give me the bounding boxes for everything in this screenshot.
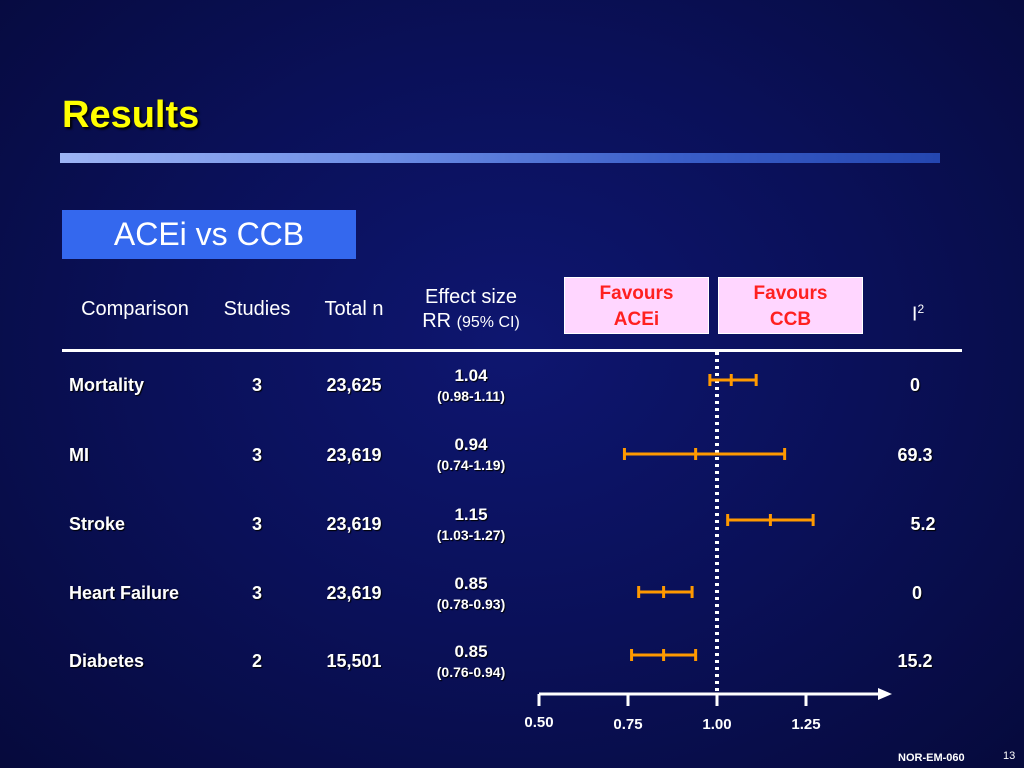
row-comparison: Heart Failure bbox=[69, 583, 180, 603]
header-effect-size-ci: (95% CI) bbox=[456, 314, 520, 331]
row-i2: 69.3 bbox=[897, 445, 933, 465]
header-i2-sup: 2 bbox=[917, 302, 925, 316]
header-i2-base: I bbox=[911, 303, 918, 326]
row-rr: 1.15 bbox=[454, 505, 488, 524]
header-effect-size-line2: RR (95% CI) bbox=[398, 309, 544, 335]
row-studies: 3 bbox=[251, 375, 262, 395]
header-total-n: Total n bbox=[324, 298, 384, 320]
row-rr: 0.85 bbox=[454, 642, 488, 661]
slide-title: Results bbox=[62, 94, 200, 136]
row-total-n: 23,625 bbox=[326, 375, 382, 395]
x-axis-tick-label: 0.50 bbox=[524, 714, 553, 731]
row-comparison: Mortality bbox=[69, 375, 145, 395]
row-comparison: Stroke bbox=[69, 514, 126, 534]
row-i2: 0 bbox=[909, 375, 920, 395]
row-studies: 3 bbox=[251, 445, 262, 465]
favours-acei-box: Favours ACEi bbox=[564, 277, 709, 334]
header-i2: I2 bbox=[890, 297, 946, 327]
header-studies: Studies bbox=[223, 298, 291, 320]
title-underline-bar bbox=[60, 153, 940, 163]
row-i2: 5.2 bbox=[910, 514, 936, 534]
row-studies: 3 bbox=[251, 583, 262, 603]
row-total-n: 23,619 bbox=[326, 445, 382, 465]
header-divider bbox=[62, 349, 962, 352]
row-rr: 1.04 bbox=[454, 366, 488, 385]
x-axis-tick-label: 0.75 bbox=[613, 716, 642, 733]
header-effect-size-line1: Effect size bbox=[425, 286, 517, 308]
row-ci: (0.74-1.19) bbox=[436, 457, 506, 473]
row-i2: 0 bbox=[911, 583, 922, 603]
footer-code: NOR-EM-060 bbox=[898, 752, 965, 764]
row-i2: 15.2 bbox=[897, 651, 933, 671]
page-number: 13 bbox=[1003, 750, 1016, 762]
row-total-n: 15,501 bbox=[326, 651, 382, 671]
favours-acei-line1: Favours bbox=[599, 283, 674, 304]
row-studies: 3 bbox=[251, 514, 262, 534]
favours-ccb-box: Favours CCB bbox=[718, 277, 863, 334]
row-ci: (0.78-0.93) bbox=[436, 596, 506, 612]
row-comparison: Diabetes bbox=[69, 651, 145, 671]
row-ci: (0.98-1.11) bbox=[437, 388, 505, 404]
favours-ccb-line2: CCB bbox=[769, 309, 812, 330]
row-rr: 0.85 bbox=[454, 574, 488, 593]
header-comparison: Comparison bbox=[81, 298, 189, 320]
row-studies: 2 bbox=[251, 651, 262, 671]
row-comparison: MI bbox=[69, 445, 89, 465]
header-effect-size-rr: RR bbox=[422, 310, 452, 332]
x-axis-arrow-icon bbox=[878, 688, 892, 700]
row-ci: (1.03-1.27) bbox=[436, 527, 506, 543]
row-total-n: 23,619 bbox=[326, 583, 382, 603]
row-total-n: 23,619 bbox=[326, 514, 382, 534]
x-axis-tick-label: 1.00 bbox=[702, 716, 731, 733]
row-rr: 0.94 bbox=[454, 435, 488, 454]
x-axis-tick-label: 1.25 bbox=[791, 716, 820, 733]
subtitle-box: ACEi vs CCB bbox=[62, 210, 356, 259]
header-effect-size: Effect size RR (95% CI) bbox=[398, 285, 544, 335]
favours-acei-line2: ACEi bbox=[613, 309, 660, 330]
row-ci: (0.76-0.94) bbox=[436, 664, 506, 680]
favours-ccb-line1: Favours bbox=[753, 283, 828, 304]
